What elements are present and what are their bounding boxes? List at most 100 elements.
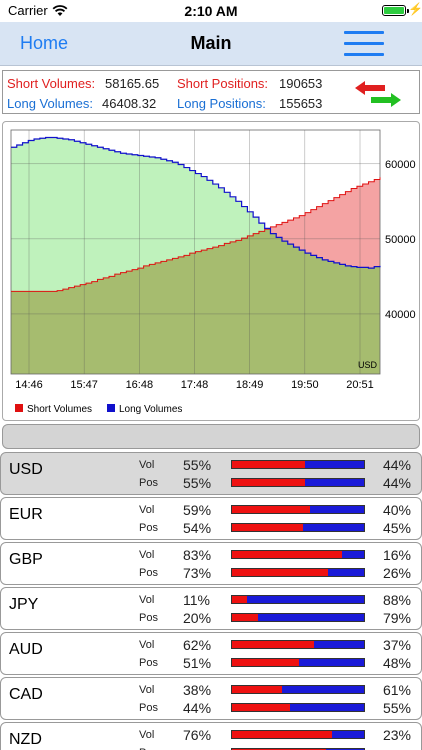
- vol-long-percent: 40%: [382, 502, 411, 518]
- vol-long-percent: 16%: [382, 547, 411, 563]
- currency-row-aud[interactable]: AUD Vol 62% 37% Pos 51% 48%: [0, 632, 422, 675]
- pos-short-fill: [232, 524, 304, 531]
- short-volumes-value: 58165.65: [105, 76, 160, 91]
- pos-label: Pos: [139, 567, 158, 579]
- vol-short-fill: [232, 506, 310, 513]
- vol-short-percent: 83%: [183, 547, 212, 563]
- vol-long-percent: 37%: [382, 637, 411, 653]
- vol-long-percent: 23%: [382, 727, 411, 743]
- vol-short-percent: 62%: [183, 637, 212, 653]
- volume-chart: 14:46 15:47 16:48 17:48 18:49 19:50 20:51 40000…: [2, 121, 420, 421]
- vol-ratio-bar: [231, 595, 365, 604]
- vol-ratio-bar: [231, 640, 365, 649]
- x-tick-label: 14:46: [15, 379, 43, 391]
- currency-code: GBP: [9, 551, 43, 568]
- currency-unit-label: USD: [358, 360, 378, 370]
- pos-short-percent: 73%: [183, 565, 212, 581]
- pos-short-fill: [232, 479, 305, 486]
- vol-short-fill: [232, 641, 314, 648]
- status-bar: Carrier 2:10 AM ⚡: [0, 0, 422, 22]
- short-positions-label: Short Positions:: [177, 76, 269, 91]
- pos-short-fill: [232, 659, 300, 666]
- legend-label-short: Short Volumes: [27, 404, 92, 415]
- pos-short-fill: [232, 614, 259, 621]
- pos-label: Pos: [139, 477, 158, 489]
- currency-row-jpy[interactable]: JPY Vol 11% 88% Pos 20% 79%: [0, 587, 422, 630]
- vol-long-percent: 44%: [382, 457, 411, 473]
- y-tick-label: 40000: [385, 309, 416, 321]
- vol-short-fill: [232, 731, 333, 738]
- pos-label: Pos: [139, 657, 158, 669]
- x-tick-label: 19:50: [291, 379, 319, 391]
- y-tick-label: 50000: [385, 234, 416, 246]
- currency-row-eur[interactable]: EUR Vol 59% 40% Pos 54% 45%: [0, 497, 422, 540]
- pos-ratio-bar: [231, 478, 365, 487]
- vol-ratio-bar: [231, 685, 365, 694]
- vol-ratio-bar: [231, 460, 365, 469]
- swap-arrows-icon[interactable]: [353, 79, 403, 109]
- vol-label: Vol: [139, 459, 155, 471]
- pos-label: Pos: [139, 702, 158, 714]
- x-tick-label: 20:51: [346, 379, 374, 391]
- currency-code: USD: [9, 461, 43, 478]
- long-volumes-value: 46408.32: [102, 96, 157, 111]
- pos-short-percent: 20%: [183, 610, 212, 626]
- overlap-area: [11, 229, 380, 374]
- pos-long-percent: 44%: [382, 475, 411, 491]
- vol-long-percent: 61%: [382, 682, 411, 698]
- legend-label-long: Long Volumes: [119, 404, 182, 415]
- section-divider-bar: [2, 424, 420, 449]
- short-positions-value: 190653: [279, 76, 323, 91]
- vol-ratio-bar: [231, 730, 365, 739]
- page-title: Main: [190, 33, 232, 53]
- legend-swatch-long: [107, 404, 115, 412]
- pos-long-percent: 48%: [382, 655, 411, 671]
- wifi-icon: [52, 4, 68, 22]
- vol-label: Vol: [139, 594, 155, 606]
- home-button[interactable]: Home: [20, 33, 69, 53]
- currency-row-usd[interactable]: USD Vol 55% 44% Pos 55% 44%: [0, 452, 422, 495]
- battery-icon: [382, 5, 409, 16]
- vol-label: Vol: [139, 549, 155, 561]
- pos-label: Pos: [139, 612, 158, 624]
- pos-ratio-bar: [231, 703, 365, 712]
- vol-short-fill: [232, 686, 283, 693]
- carrier-label: Carrier: [8, 3, 48, 18]
- menu-icon[interactable]: [344, 28, 384, 58]
- vol-short-fill: [232, 596, 247, 603]
- currency-code: EUR: [9, 506, 43, 523]
- vol-ratio-bar: [231, 505, 365, 514]
- pos-ratio-bar: [231, 613, 365, 622]
- currency-row-cad[interactable]: CAD Vol 38% 61% Pos 44% 55%: [0, 677, 422, 720]
- currency-code: NZD: [9, 731, 42, 748]
- currency-row-nzd[interactable]: NZD Vol 76% 23% Pos: [0, 722, 422, 750]
- vol-label: Vol: [139, 729, 155, 741]
- long-volumes-label: Long Volumes:: [7, 96, 94, 111]
- short-volumes-label: Short Volumes:: [7, 76, 96, 91]
- pos-long-percent: 26%: [382, 565, 411, 581]
- status-time: 2:10 AM: [184, 3, 238, 19]
- vol-short-percent: 76%: [183, 727, 212, 743]
- pos-short-fill: [232, 569, 329, 576]
- x-tick-label: 16:48: [126, 379, 154, 391]
- vol-short-percent: 38%: [183, 682, 212, 698]
- long-positions-label: Long Positions:: [177, 96, 266, 111]
- pos-long-percent: 45%: [382, 520, 411, 536]
- vol-label: Vol: [139, 684, 155, 696]
- pos-label: Pos: [139, 522, 158, 534]
- y-tick-label: 60000: [385, 159, 416, 171]
- vol-label: Vol: [139, 639, 155, 651]
- currency-row-gbp[interactable]: GBP Vol 83% 16% Pos 73% 26%: [0, 542, 422, 585]
- charging-icon: ⚡: [408, 2, 422, 16]
- currency-code: CAD: [9, 686, 43, 703]
- volume-chart-svg: 14:46 15:47 16:48 17:48 18:49 19:50 20:51 40000…: [10, 129, 416, 415]
- navigation-bar: Home Main: [0, 22, 422, 66]
- pos-ratio-bar: [231, 523, 365, 532]
- currency-code: AUD: [9, 641, 43, 658]
- vol-short-percent: 59%: [183, 502, 212, 518]
- x-tick-label: 18:49: [236, 379, 264, 391]
- long-volumes-line: [11, 136, 381, 269]
- vol-label: Vol: [139, 504, 155, 516]
- pos-short-percent: 51%: [183, 655, 212, 671]
- vol-short-fill: [232, 461, 305, 468]
